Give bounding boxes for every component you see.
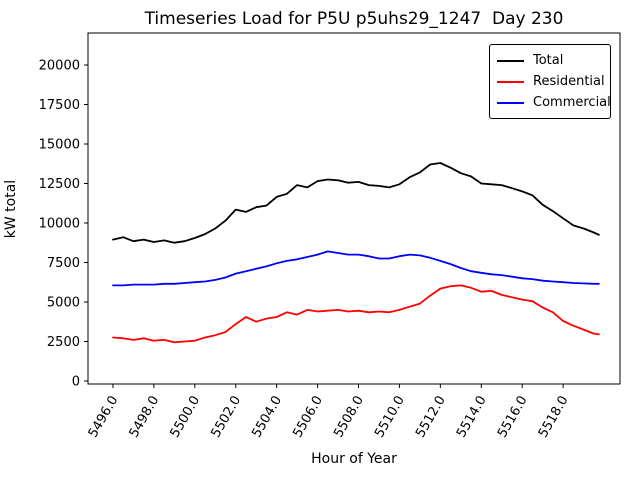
y-tick-label: 12500 — [39, 177, 80, 192]
x-tick-label: 5508.0 — [331, 394, 367, 441]
legend-item-commercial: Commercial — [497, 92, 611, 113]
x-tick-label: 5498.0 — [127, 394, 163, 441]
x-tick-label: 5506.0 — [290, 394, 326, 441]
x-tick-label: 5502.0 — [208, 394, 244, 441]
x-tick-label: 5500.0 — [168, 394, 204, 441]
chart-title: Timeseries Load for P5U p5uhs29_1247 Day… — [144, 9, 564, 29]
x-tick-label: 5518.0 — [536, 394, 572, 441]
legend: Total Residential Commercial — [489, 44, 611, 119]
legend-item-total: Total — [497, 50, 603, 71]
y-tick-label: 15000 — [39, 137, 80, 152]
total-line-swatch — [497, 59, 524, 62]
series-line-commercial — [112, 250, 600, 287]
series-line-total — [112, 162, 600, 244]
axes-spines — [87, 32, 621, 385]
y-tick-label: 7500 — [47, 256, 80, 271]
y-tick-label: 5000 — [47, 295, 80, 310]
legend-item-residential: Residential — [497, 71, 605, 92]
x-tick-label: 5516.0 — [495, 394, 531, 441]
y-tick-label: 17500 — [39, 98, 80, 113]
legend-label-total: Total — [533, 53, 564, 68]
x-axis-label: Hour of Year — [311, 451, 397, 467]
y-tick-label: 2500 — [47, 335, 80, 350]
legend-label-residential: Residential — [533, 74, 605, 89]
legend-label-commercial: Commercial — [533, 95, 611, 110]
x-tick-label: 5504.0 — [249, 394, 285, 441]
residential-line-swatch — [497, 80, 524, 83]
x-tick-label: 5496.0 — [86, 394, 122, 441]
commercial-line-swatch — [497, 101, 524, 104]
y-tick-label: 20000 — [39, 58, 80, 73]
x-tick-label: 5512.0 — [413, 394, 449, 441]
y-tick-label: 0 — [72, 374, 80, 389]
series-line-residential — [112, 284, 600, 344]
x-tick-label: 5514.0 — [454, 393, 490, 440]
x-tick-label: 5510.0 — [372, 394, 408, 441]
y-tick-label: 10000 — [39, 216, 80, 231]
